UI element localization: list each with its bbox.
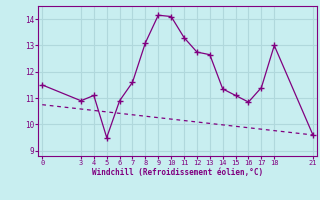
X-axis label: Windchill (Refroidissement éolien,°C): Windchill (Refroidissement éolien,°C) [92,168,263,177]
